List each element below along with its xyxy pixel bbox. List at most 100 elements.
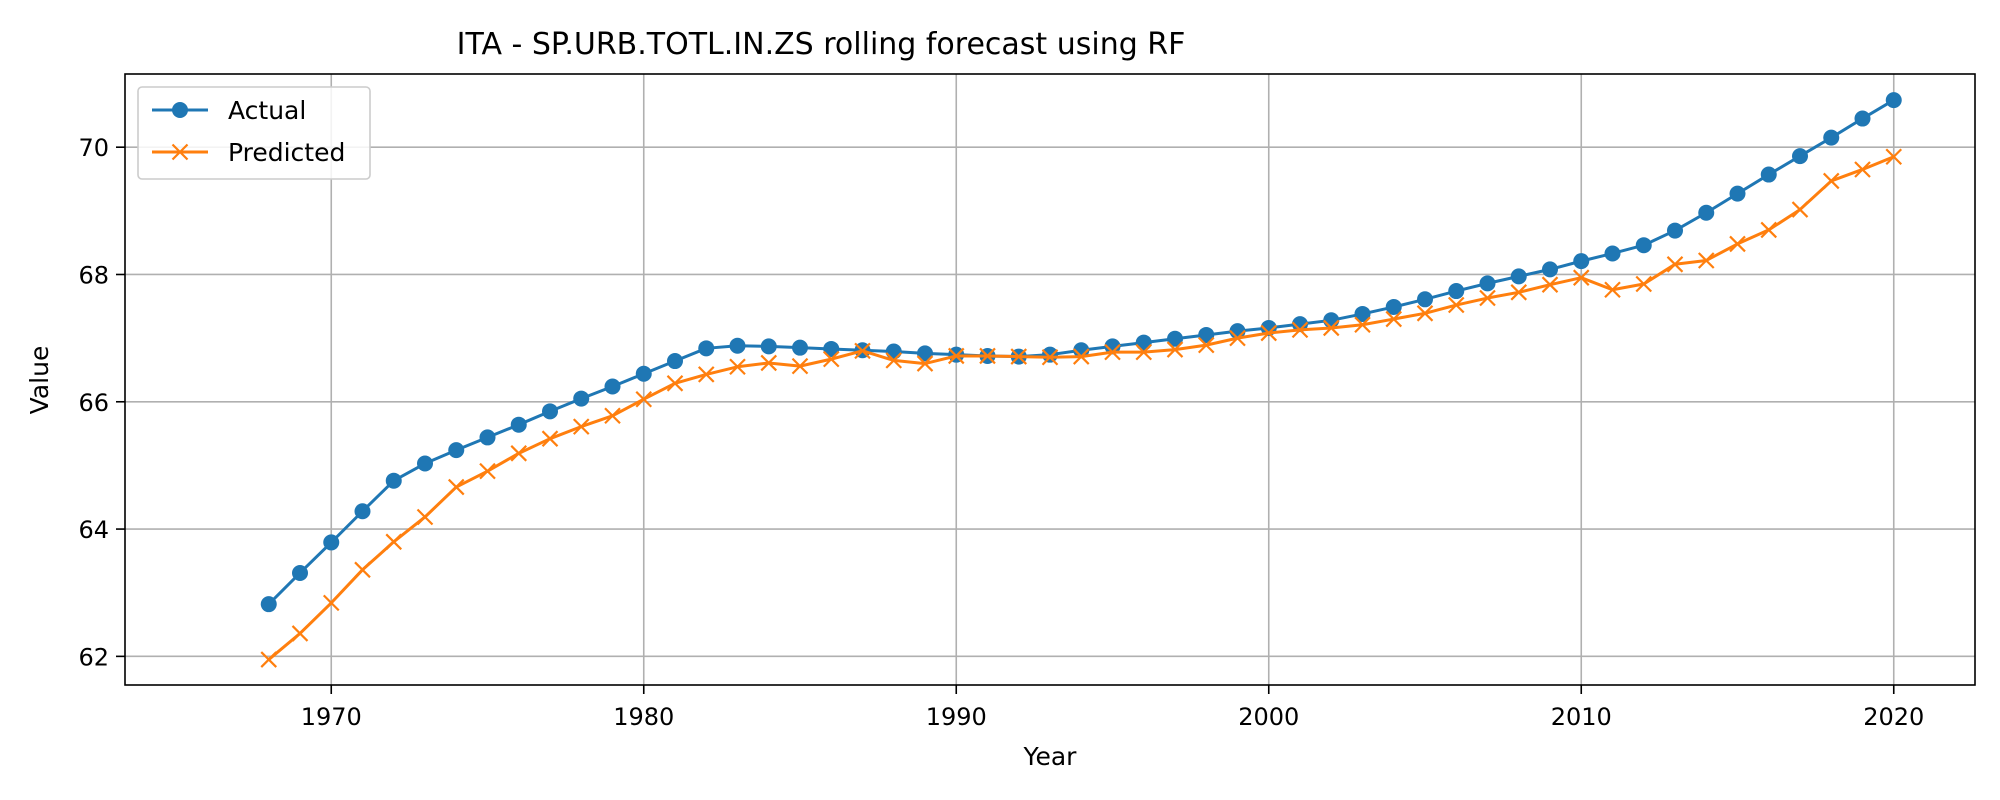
data-point-actual (448, 442, 465, 459)
y-tick-label: 66 (78, 389, 109, 417)
legend-label: Predicted (228, 138, 345, 167)
data-point-actual (323, 534, 340, 551)
data-point-actual (1135, 334, 1152, 351)
data-point-actual (1635, 237, 1652, 254)
data-point-actual (1448, 283, 1465, 300)
data-point-predicted (916, 355, 934, 372)
data-point-predicted (885, 352, 903, 369)
data-point-predicted (447, 478, 465, 496)
data-point-predicted (791, 357, 809, 375)
x-tick-label: 1970 (301, 703, 362, 731)
data-point-predicted (1885, 148, 1903, 166)
data-point-actual (1167, 330, 1183, 347)
x-tick-label: 1980 (613, 703, 674, 731)
data-point-actual (792, 339, 808, 356)
data-point-predicted (604, 407, 621, 425)
y-tick: 66 (78, 389, 125, 417)
data-point-predicted (1197, 336, 1215, 354)
data-point-predicted (1572, 269, 1590, 286)
x-tick: 2010 (1551, 685, 1612, 731)
data-point-actual (1823, 129, 1840, 146)
data-point-actual (1104, 338, 1121, 355)
data-point-predicted (572, 418, 590, 435)
data-point-actual (1792, 148, 1808, 165)
data-point-actual (354, 503, 371, 520)
y-tick-label: 70 (78, 134, 109, 162)
data-point-predicted (1291, 321, 1309, 339)
y-tick-label: 68 (78, 261, 109, 289)
grid (125, 74, 1975, 685)
data-point-actual (1604, 245, 1621, 262)
data-point-predicted (1041, 348, 1059, 366)
legend-marker-actual (172, 102, 188, 118)
data-point-predicted (1635, 275, 1653, 293)
data-point-actual (510, 416, 527, 433)
data-point-predicted (1229, 329, 1246, 347)
data-point-predicted (1072, 348, 1090, 365)
series-line-predicted (267, 155, 1895, 661)
x-tick: 1990 (926, 685, 987, 731)
data-point-predicted (510, 445, 528, 462)
data-point-predicted (1541, 276, 1559, 293)
data-point-predicted (854, 342, 871, 360)
data-point-actual (1510, 268, 1527, 285)
data-point-actual (1542, 261, 1558, 278)
data-point-predicted (1729, 235, 1746, 253)
data-point-predicted (1666, 256, 1684, 273)
series-actual (260, 92, 1902, 613)
data-point-actual (729, 337, 746, 354)
y-tick-label: 62 (78, 643, 109, 671)
data-point-actual (698, 340, 715, 357)
data-point-actual (1854, 110, 1871, 127)
data-point-predicted (979, 347, 996, 365)
data-point-predicted (1697, 252, 1715, 269)
data-point-predicted (666, 375, 684, 392)
data-point-predicted (1854, 161, 1871, 178)
data-point-predicted (1354, 316, 1371, 334)
data-point-actual (1885, 92, 1902, 109)
data-point-predicted (729, 358, 746, 376)
x-tick: 1970 (301, 685, 362, 731)
data-point-predicted (479, 462, 496, 480)
data-point-actual (917, 345, 933, 362)
x-tick-label: 2000 (1238, 703, 1299, 731)
data-point-actual (1729, 185, 1746, 202)
data-point-actual (1573, 253, 1590, 270)
data-point-actual (385, 472, 402, 489)
data-point-actual (573, 390, 590, 407)
data-point-actual (823, 340, 840, 357)
data-point-predicted (1010, 348, 1028, 365)
data-point-predicted (1416, 305, 1434, 322)
y-tick-label: 64 (78, 516, 109, 544)
y-tick: 68 (78, 261, 125, 289)
data-point-actual (1417, 291, 1433, 308)
data-point-predicted (635, 390, 653, 408)
legend-marker-predicted (171, 143, 189, 161)
data-point-predicted (1510, 284, 1528, 301)
data-point-predicted (1104, 343, 1121, 361)
y-axis-label: Value (25, 346, 54, 415)
data-point-predicted (322, 594, 340, 612)
data-point-predicted (947, 347, 965, 365)
data-point-actual (1042, 346, 1058, 363)
data-point-actual (1198, 326, 1215, 343)
axis-ticks: 1970 1980 1990 2000 2010 2020 62 64 66 68 70 (78, 134, 1924, 731)
data-point-actual (1479, 275, 1496, 292)
data-point-actual (667, 353, 683, 370)
data-point-predicted (1385, 310, 1403, 328)
legend-label: Actual (228, 96, 306, 125)
data-point-actual (885, 343, 902, 360)
data-point-actual (292, 564, 308, 581)
data-point-predicted (354, 561, 371, 579)
legend: Actual Predicted (137, 86, 371, 180)
data-point-predicted (1166, 341, 1184, 358)
data-point-predicted (541, 430, 559, 447)
x-tick-label: 2010 (1551, 703, 1612, 731)
data-point-predicted (1604, 281, 1621, 299)
data-point-actual (417, 455, 433, 472)
data-point-actual (1760, 166, 1777, 183)
legend-item-actual: Actual (152, 96, 306, 125)
data-point-predicted (1260, 324, 1278, 342)
data-point-predicted (1322, 319, 1340, 337)
